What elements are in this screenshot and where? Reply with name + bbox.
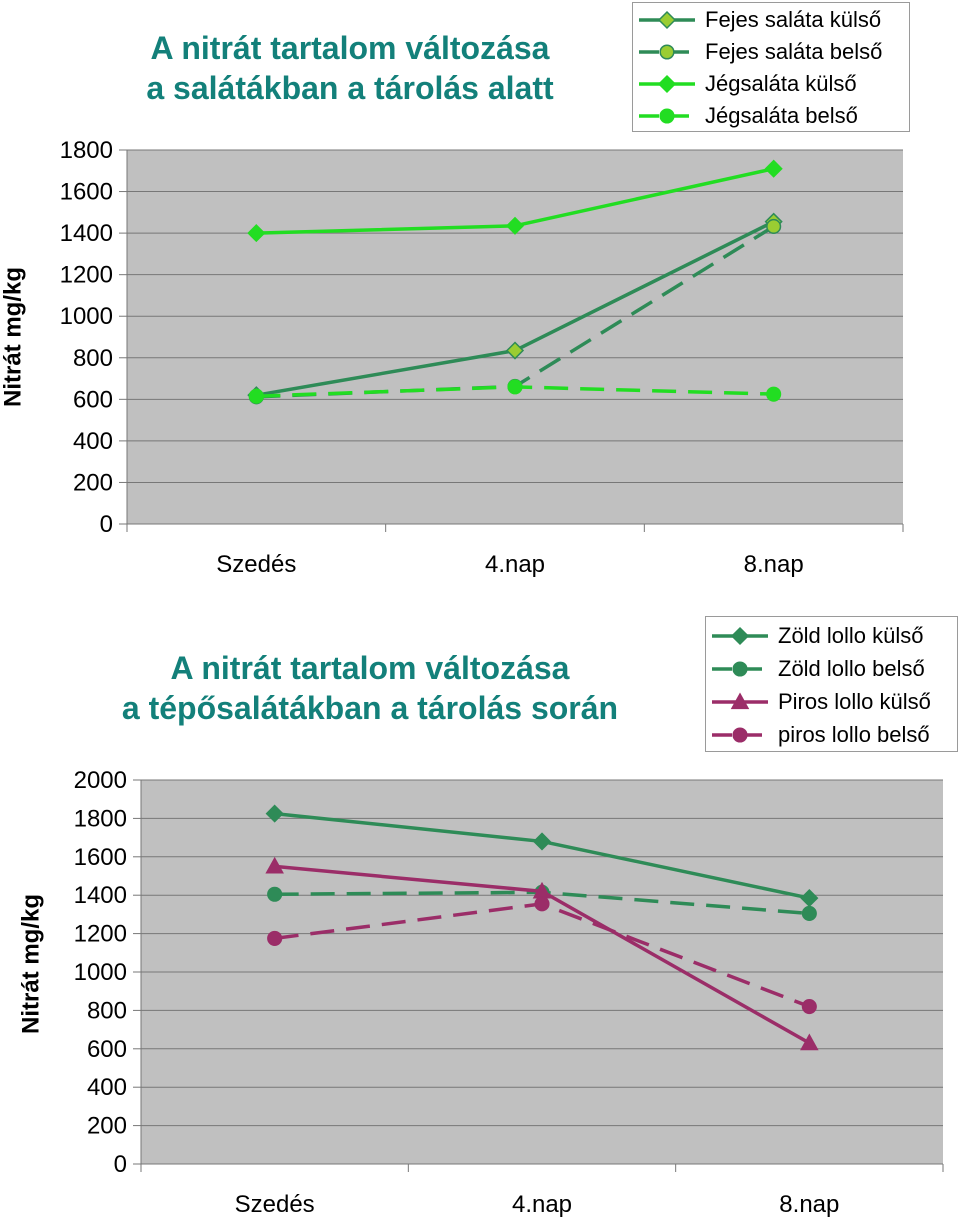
data-point xyxy=(766,218,782,235)
legend-swatch xyxy=(712,727,768,743)
legend-swatch-marker xyxy=(730,692,750,710)
legend-item: Zöld lollo belső xyxy=(706,652,925,686)
y-tick-label: 800 xyxy=(73,345,113,372)
data-point xyxy=(766,386,782,402)
series-3 xyxy=(265,856,819,1051)
y-tick-label: 1000 xyxy=(74,959,127,986)
legend-swatch xyxy=(639,108,695,124)
legend-label: Jégsaláta külső xyxy=(705,71,857,96)
legend-item: Jégsaláta külső xyxy=(633,67,857,101)
legend-label: Jégsaláta belső xyxy=(705,103,858,128)
x-tick-label: 4.nap xyxy=(512,1191,572,1218)
y-tick-label: 1800 xyxy=(60,137,113,164)
data-point xyxy=(265,856,284,874)
legend-swatch xyxy=(712,626,768,646)
y-axis-label: Nitrát mg/kg xyxy=(0,267,26,407)
y-tick-label: 600 xyxy=(73,386,113,413)
data-point xyxy=(505,341,525,360)
series-4 xyxy=(267,896,817,1015)
legend-swatch xyxy=(639,10,695,30)
y-tick-label: 800 xyxy=(87,997,127,1024)
chart-title: A nitrát tartalom változása a tépősalátá… xyxy=(80,648,660,728)
legend-swatch-marker xyxy=(732,727,748,743)
chart-title-line-1: A nitrát tartalom változása xyxy=(150,30,550,66)
series-1 xyxy=(265,804,819,908)
chart-title-line-2: a tépősalátákban a tárolás során xyxy=(121,690,619,726)
series-3 xyxy=(247,159,783,243)
y-tick-label: 200 xyxy=(73,469,113,496)
y-tick-label: 1800 xyxy=(74,805,127,832)
plot-area: 0 200 400 600 800 1000 1200 1400 1600 1800 Szedés 4… xyxy=(0,137,904,578)
data-point xyxy=(247,224,266,243)
plot-background xyxy=(127,150,903,524)
legend-swatch-marker xyxy=(730,626,750,646)
y-tick-label: 1200 xyxy=(74,921,127,948)
y-tick-label: 400 xyxy=(87,1074,127,1101)
legend-item: Fejes saláta belső xyxy=(633,35,882,69)
legend-label: Piros lollo külső xyxy=(778,689,931,714)
data-point xyxy=(801,999,817,1015)
legend-label: Fejes saláta belső xyxy=(705,39,883,64)
x-tick-label: Szedés xyxy=(216,551,296,578)
data-point xyxy=(507,379,523,395)
legend-label: Zöld lollo belső xyxy=(778,656,925,681)
y-tick-label: 1000 xyxy=(60,303,113,330)
data-point xyxy=(801,905,817,921)
x-tick-label: Szedés xyxy=(235,1191,315,1218)
legend-swatch xyxy=(712,661,768,677)
legend-swatch-marker xyxy=(657,10,677,30)
chart-salatak: A nitrát tartalom változása a salátákban… xyxy=(0,0,960,600)
y-tick-label: 600 xyxy=(87,1036,127,1063)
legend-swatch-marker xyxy=(659,44,675,60)
data-point xyxy=(248,388,264,404)
y-tick-label: 1400 xyxy=(74,882,127,909)
legend-item: Zöld lollo külső xyxy=(706,619,924,653)
data-point xyxy=(265,804,284,823)
chart-title-line-2: a salátákban a tárolás alatt xyxy=(146,70,554,106)
legend-label: Zöld lollo külső xyxy=(778,623,924,648)
series-4 xyxy=(248,379,782,404)
legend-label: Fejes saláta külső xyxy=(705,7,882,32)
y-tick-label: 1400 xyxy=(60,220,113,247)
y-tick-label: 1600 xyxy=(60,179,113,206)
data-point xyxy=(764,159,783,178)
y-tick-label: 0 xyxy=(114,1151,127,1178)
y-tick-label: 400 xyxy=(73,428,113,455)
legend-item: Piros lollo külső xyxy=(706,685,931,719)
data-point xyxy=(800,1033,819,1051)
chart-title: A nitrát tartalom változása a salátákban… xyxy=(60,28,640,108)
y-axis-label: Nitrát mg/kg xyxy=(17,894,44,1034)
legend-item: piros lollo belső xyxy=(706,718,930,752)
legend-swatch xyxy=(639,74,695,94)
legend-item: Fejes saláta külső xyxy=(633,3,881,37)
chart-legend: Fejes saláta külső Fejes saláta belső Jé… xyxy=(632,2,910,132)
legend-swatch xyxy=(639,44,695,60)
data-point xyxy=(534,896,550,912)
legend-label: piros lollo belső xyxy=(778,722,930,747)
y-tick-label: 1600 xyxy=(74,844,127,871)
data-point xyxy=(267,886,283,902)
data-point xyxy=(505,216,525,235)
legend-swatch-marker xyxy=(659,108,675,124)
chart-legend: Zöld lollo külső Zöld lollo belső Piros … xyxy=(705,616,958,752)
x-tick-label: 8.nap xyxy=(779,1191,839,1218)
chart-title-line-1: A nitrát tartalom változása xyxy=(170,650,570,686)
x-tick-label: 8.nap xyxy=(744,551,804,578)
legend-swatch-marker xyxy=(732,661,748,677)
legend-item: Jégsaláta belső xyxy=(633,99,858,133)
chart-teposalatak: A nitrát tartalom változása a tépősalátá… xyxy=(0,600,960,1218)
data-point xyxy=(267,930,283,946)
y-tick-label: 0 xyxy=(100,511,113,538)
x-tick-label: 4.nap xyxy=(485,551,545,578)
y-tick-label: 1200 xyxy=(60,262,113,289)
y-tick-label: 2000 xyxy=(74,767,127,794)
legend-swatch xyxy=(712,692,768,710)
plot-area: 0 200 400 600 800 1000 1200 1400 1600 1800 2000 Sze… xyxy=(17,767,944,1218)
legend-swatch-marker xyxy=(657,74,677,94)
data-point xyxy=(532,832,552,851)
y-tick-label: 200 xyxy=(87,1113,127,1140)
